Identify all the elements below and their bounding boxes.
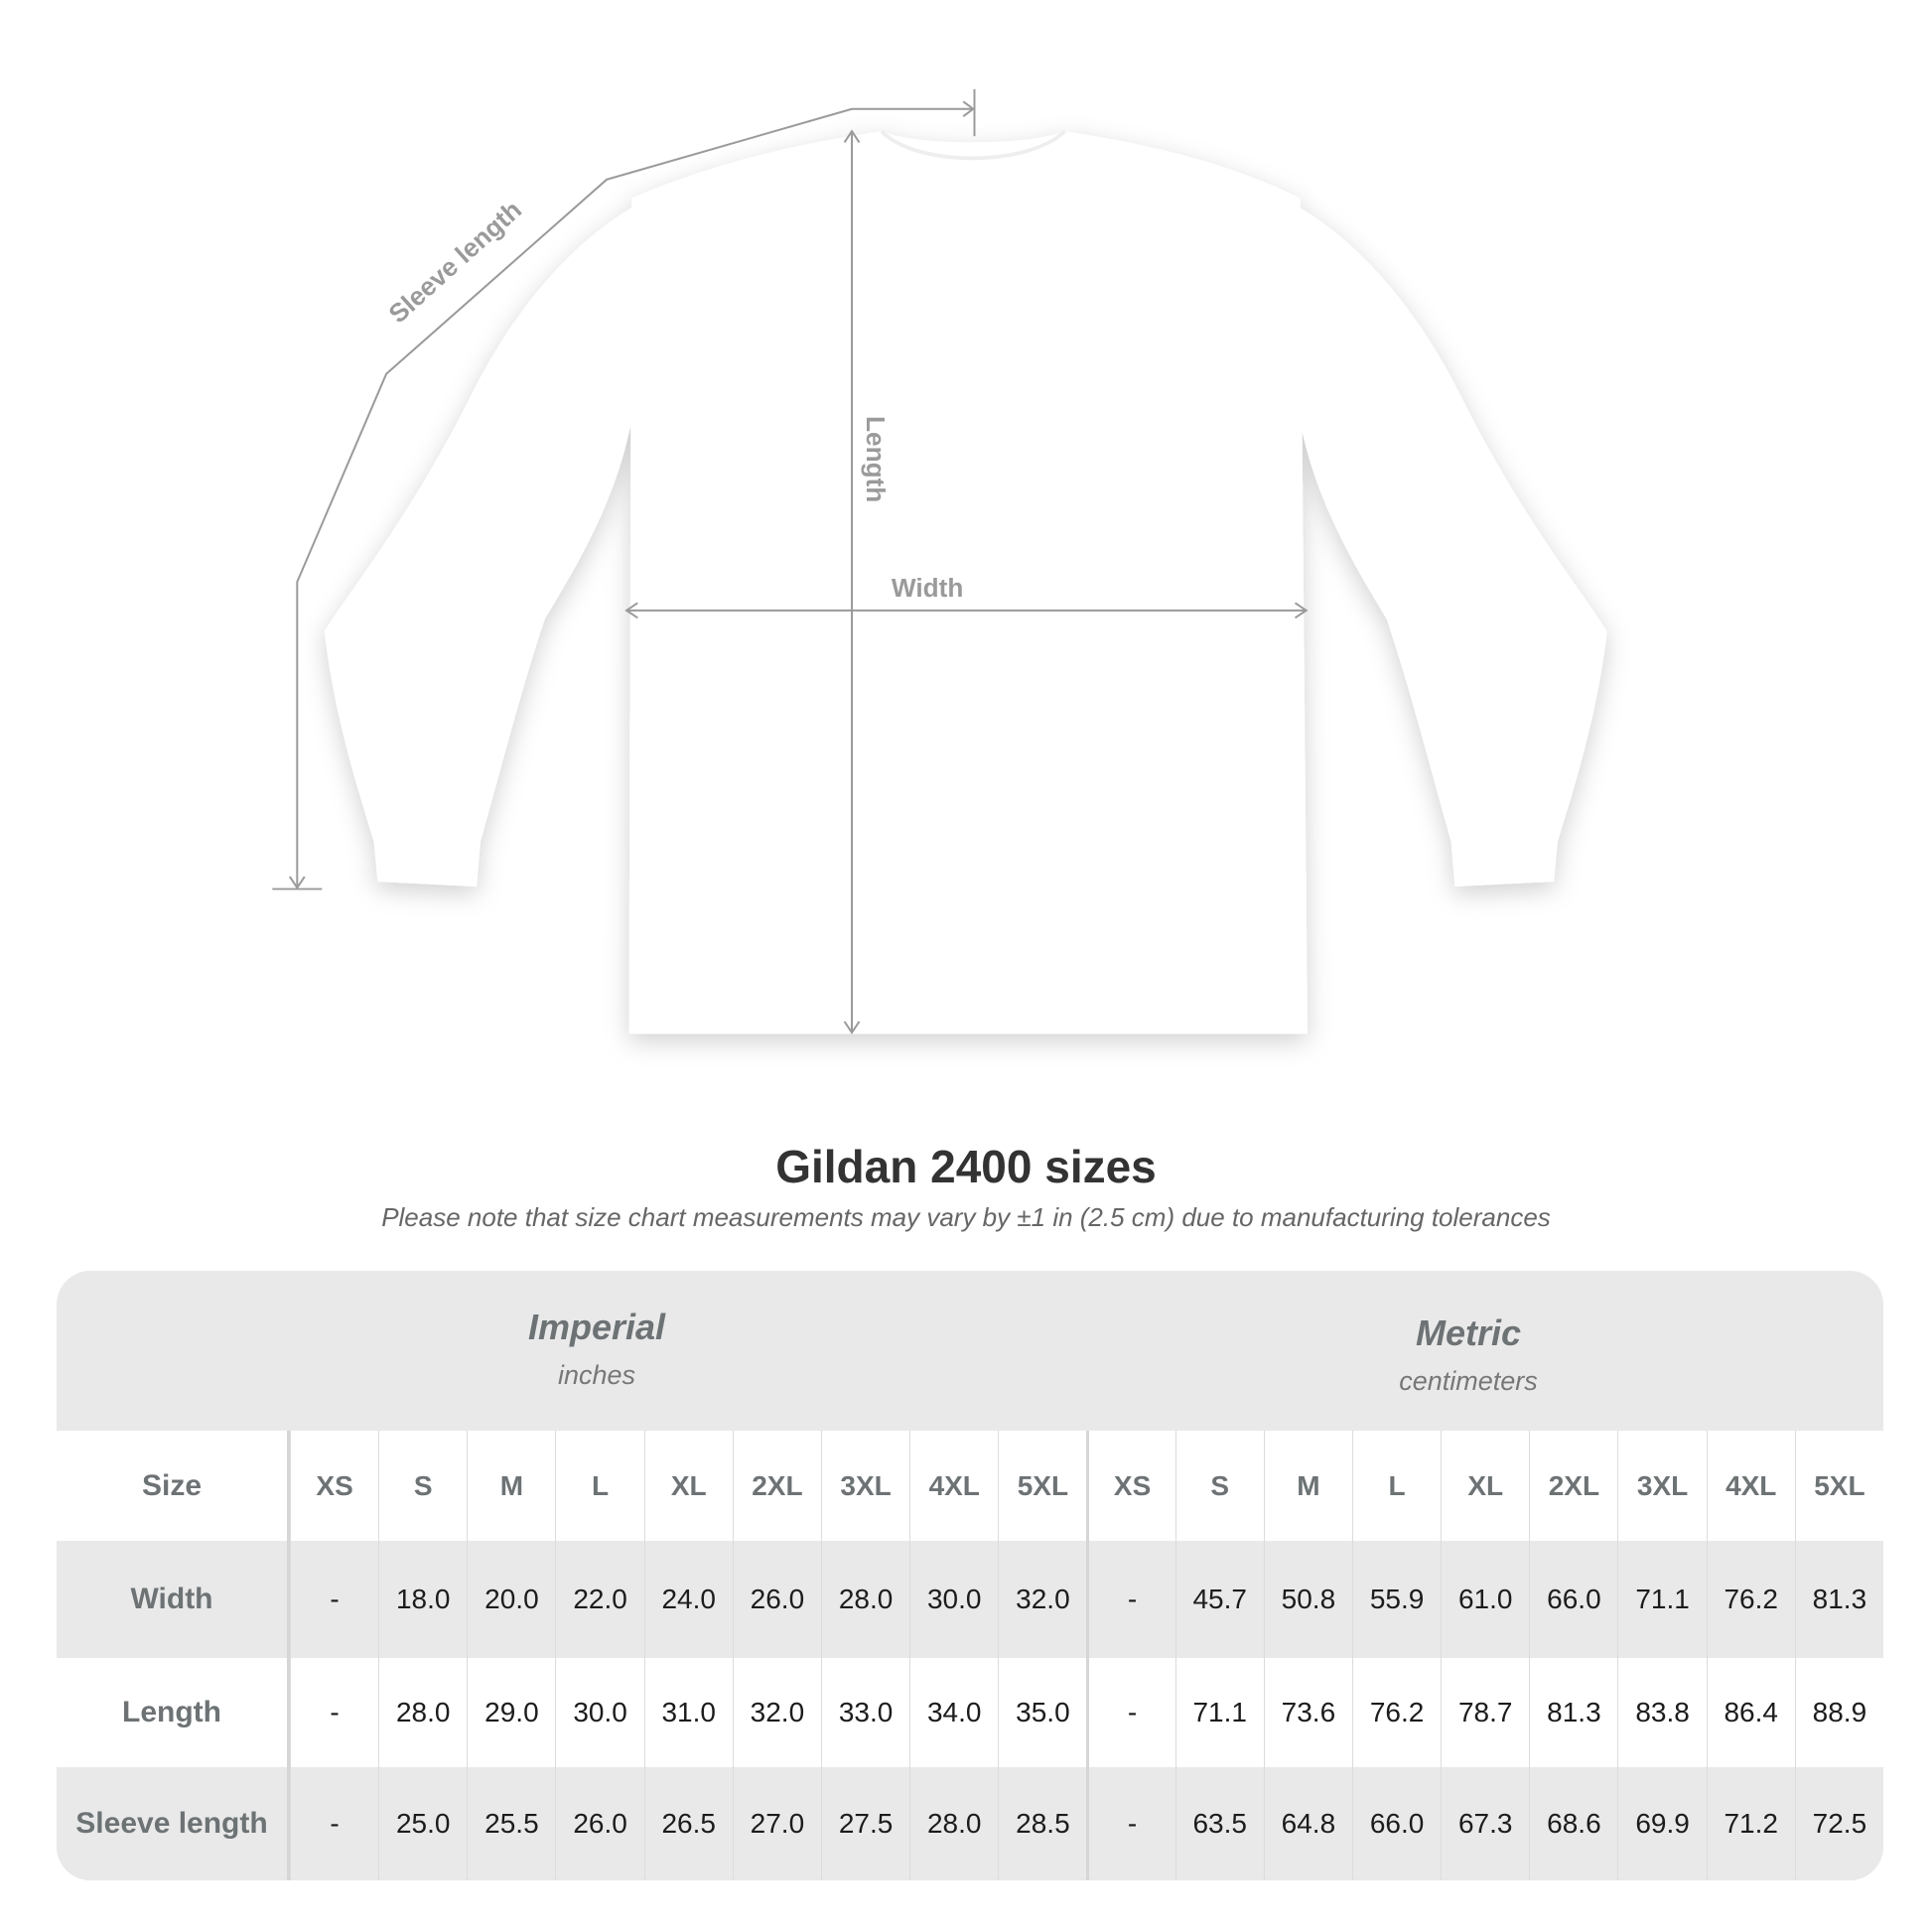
- imperial-header: Imperial inches: [527, 1307, 666, 1390]
- metric-value-cell: 76.2: [1351, 1658, 1442, 1767]
- imperial-size-header: M: [467, 1431, 556, 1541]
- metric-value-cell: 71.1: [1617, 1541, 1707, 1658]
- metric-value-cell: -: [1086, 1541, 1175, 1658]
- imperial-value-cell: -: [290, 1767, 379, 1880]
- size-header-label: Size: [57, 1431, 290, 1541]
- imperial-value-cell: 29.0: [467, 1658, 556, 1767]
- imperial-value-cell: 26.0: [555, 1767, 644, 1880]
- long-sleeve-shirt: [324, 131, 1607, 1035]
- imperial-size-header: 3XL: [820, 1431, 910, 1541]
- imperial-value-cell: 25.5: [467, 1767, 556, 1880]
- imperial-value-cell: 30.0: [555, 1658, 644, 1767]
- sleeve-length-label: Sleeve length: [383, 195, 527, 329]
- page-title: Gildan 2400 sizes: [775, 1141, 1157, 1192]
- metric-size-header: XS: [1086, 1431, 1175, 1541]
- metric-value-cell: 72.5: [1794, 1767, 1883, 1880]
- metric-value-cell: 50.8: [1263, 1541, 1352, 1658]
- size-table: Imperial inches Metric centimeters Size X…: [57, 1271, 1883, 1880]
- imperial-size-header: XS: [290, 1431, 379, 1541]
- metric-value-cell: -: [1086, 1658, 1175, 1767]
- metric-size-header: 2XL: [1529, 1431, 1618, 1541]
- metric-size-header: 5XL: [1794, 1431, 1883, 1541]
- imperial-size-header: 2XL: [732, 1431, 821, 1541]
- imperial-size-header: 5XL: [998, 1431, 1087, 1541]
- metric-value-cell: 71.2: [1706, 1767, 1795, 1880]
- row-label: Width: [57, 1541, 290, 1658]
- imperial-value-cell: 28.0: [909, 1767, 999, 1880]
- imperial-value-cell: 27.5: [820, 1767, 910, 1880]
- metric-value-cell: 76.2: [1706, 1541, 1795, 1658]
- imperial-value-cell: 26.5: [643, 1767, 733, 1880]
- imperial-value-cell: 28.0: [378, 1658, 468, 1767]
- metric-size-header: M: [1263, 1431, 1352, 1541]
- metric-value-cell: -: [1086, 1767, 1175, 1880]
- width-label: Width: [892, 573, 963, 603]
- row-label: Sleeve length: [57, 1767, 290, 1880]
- metric-value-cell: 78.7: [1441, 1658, 1530, 1767]
- imperial-value-cell: 18.0: [378, 1541, 468, 1658]
- imperial-value-cell: 35.0: [998, 1658, 1087, 1767]
- metric-value-cell: 66.0: [1529, 1541, 1618, 1658]
- dimension-lines: [272, 88, 1309, 1035]
- metric-size-header: 4XL: [1706, 1431, 1795, 1541]
- imperial-value-cell: 26.0: [732, 1541, 821, 1658]
- imperial-size-header: S: [378, 1431, 468, 1541]
- metric-size-header: 3XL: [1617, 1431, 1707, 1541]
- metric-header: Metric centimeters: [1399, 1312, 1538, 1396]
- metric-value-cell: 64.8: [1263, 1767, 1352, 1880]
- imperial-size-header: XL: [643, 1431, 733, 1541]
- metric-value-cell: 81.3: [1794, 1541, 1883, 1658]
- imperial-value-cell: 25.0: [378, 1767, 468, 1880]
- metric-value-cell: 86.4: [1706, 1658, 1795, 1767]
- imperial-value-cell: 32.0: [998, 1541, 1087, 1658]
- imperial-value-cell: 28.0: [820, 1541, 910, 1658]
- size-grid: Size XS S M L XL 2XL 3XL 4XL 5XL XS S M L XL 2XL 3XL 4XL 5…: [57, 1431, 1883, 1880]
- imperial-value-cell: 32.0: [732, 1658, 821, 1767]
- metric-size-header: S: [1174, 1431, 1264, 1541]
- imperial-value-cell: 34.0: [909, 1658, 999, 1767]
- metric-value-cell: 55.9: [1351, 1541, 1442, 1658]
- metric-value-cell: 88.9: [1794, 1658, 1883, 1767]
- imperial-value-cell: 30.0: [909, 1541, 999, 1658]
- metric-value-cell: 71.1: [1174, 1658, 1264, 1767]
- imperial-value-cell: 31.0: [643, 1658, 733, 1767]
- imperial-value-cell: 33.0: [820, 1658, 910, 1767]
- metric-value-cell: 69.9: [1617, 1767, 1707, 1880]
- metric-value-cell: 67.3: [1441, 1767, 1530, 1880]
- metric-value-cell: 68.6: [1529, 1767, 1618, 1880]
- metric-value-cell: 63.5: [1174, 1767, 1264, 1880]
- metric-value-cell: 83.8: [1617, 1658, 1707, 1767]
- metric-size-header: XL: [1441, 1431, 1530, 1541]
- metric-value-cell: 73.6: [1263, 1658, 1352, 1767]
- tolerance-note: Please note that size chart measurements…: [381, 1202, 1551, 1232]
- imperial-size-header: 4XL: [909, 1431, 999, 1541]
- metric-value-cell: 61.0: [1441, 1541, 1530, 1658]
- length-label: Length: [861, 416, 891, 502]
- row-label: Length: [57, 1658, 290, 1767]
- metric-value-cell: 66.0: [1351, 1767, 1442, 1880]
- metric-size-header: L: [1351, 1431, 1442, 1541]
- imperial-value-cell: -: [290, 1658, 379, 1767]
- imperial-value-cell: 24.0: [643, 1541, 733, 1658]
- sleeve-length-line: [296, 107, 972, 887]
- imperial-value-cell: 28.5: [998, 1767, 1087, 1880]
- shirt-diagram: Sleeve length Length Width: [272, 88, 1607, 1035]
- imperial-value-cell: -: [290, 1541, 379, 1658]
- imperial-value-cell: 22.0: [555, 1541, 644, 1658]
- metric-value-cell: 81.3: [1529, 1658, 1618, 1767]
- imperial-size-header: L: [555, 1431, 644, 1541]
- imperial-value-cell: 20.0: [467, 1541, 556, 1658]
- imperial-value-cell: 27.0: [732, 1767, 821, 1880]
- metric-value-cell: 45.7: [1174, 1541, 1264, 1658]
